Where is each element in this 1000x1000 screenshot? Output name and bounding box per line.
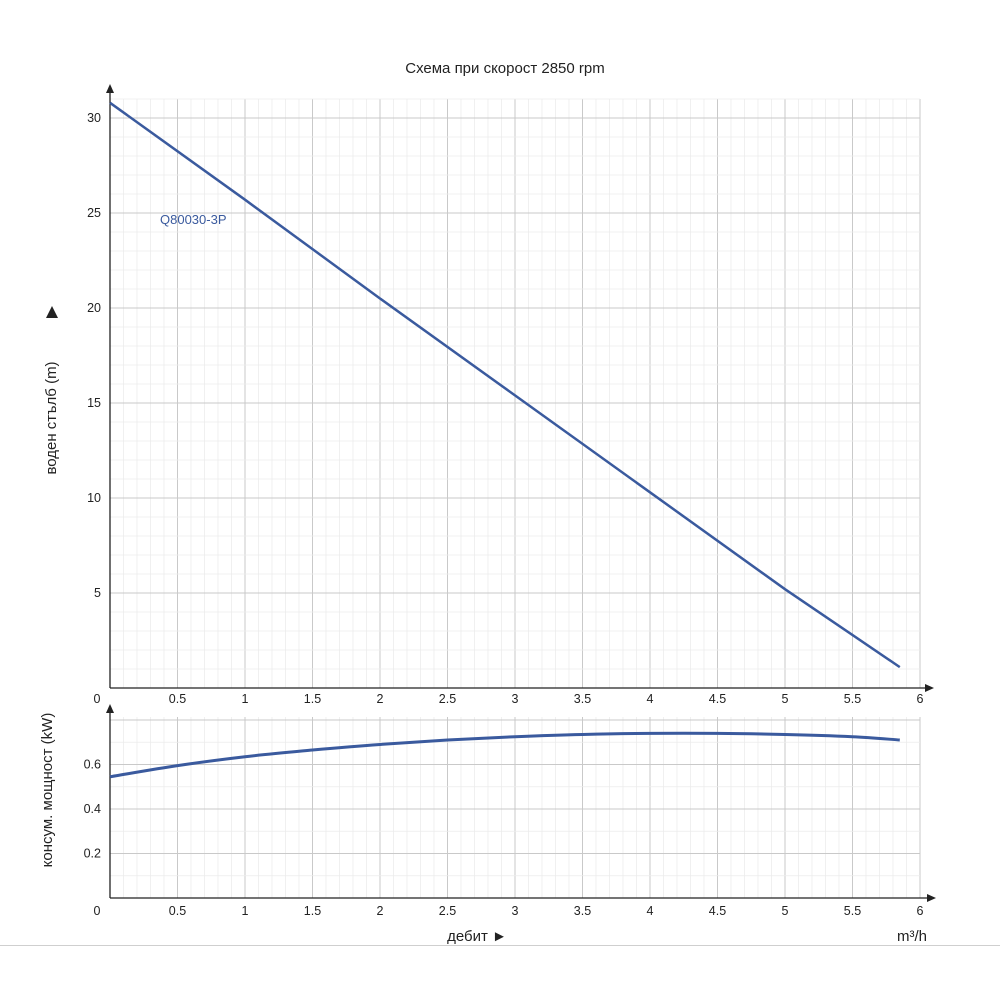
top-y-tick-label: 25 bbox=[87, 206, 101, 220]
flow-axis-label: дебит ► bbox=[447, 928, 507, 945]
bottom-y-tick-label: 0.6 bbox=[84, 758, 101, 772]
bottom-x-tick-label: 4.5 bbox=[709, 904, 726, 918]
bottom-x-tick-label: 1.5 bbox=[304, 904, 321, 918]
top-x-tick-label: 2 bbox=[377, 692, 384, 706]
bottom-y-tick-label: 0.2 bbox=[84, 847, 101, 861]
top-x-tick-label: 1.5 bbox=[304, 692, 321, 706]
top-x-tick-label: 4.5 bbox=[709, 692, 726, 706]
bottom-y-arrow-icon bbox=[106, 704, 114, 713]
top-x-tick-label: 0 bbox=[94, 692, 101, 706]
bottom-x-tick-label: 3 bbox=[512, 904, 519, 918]
bottom-x-tick-label: 4 bbox=[647, 904, 654, 918]
bottom-x-tick-label: 2 bbox=[377, 904, 384, 918]
bottom-x-tick-label: 5.5 bbox=[844, 904, 861, 918]
top-y-tick-label: 15 bbox=[87, 396, 101, 410]
top-y-tick-label: 10 bbox=[87, 491, 101, 505]
power-consumption-curve bbox=[109, 731, 900, 779]
bottom-y-tick-label: 0.4 bbox=[84, 802, 101, 816]
bottom-x-tick-label: 1 bbox=[242, 904, 249, 918]
top-x-tick-label: 0.5 bbox=[169, 692, 186, 706]
top-x-tick-label: 5 bbox=[782, 692, 789, 706]
top-x-tick-label: 6 bbox=[917, 692, 924, 706]
top-x-arrow-icon bbox=[925, 684, 934, 692]
bottom-chart-grid bbox=[109, 717, 921, 899]
head-curve-q80030-3p bbox=[109, 101, 901, 669]
bottom-x-arrow-icon bbox=[927, 894, 936, 902]
top-chart-grid bbox=[109, 98, 921, 689]
bottom-x-tick-label: 6 bbox=[917, 904, 924, 918]
bottom-x-tick-label: 2.5 bbox=[439, 904, 456, 918]
bottom-x-tick-label: 5 bbox=[782, 904, 789, 918]
axes bbox=[106, 84, 936, 902]
top-chart-ticks: 0 0.5 1 1.5 2 2.5 3 3.5 4 4.5 5 5.5 6 5 10 15 20 25 30 bbox=[87, 111, 923, 706]
series-label-q80030-3p: Q80030-3P bbox=[160, 212, 227, 227]
top-y-arrow-icon bbox=[106, 84, 114, 93]
top-y-tick-label: 30 bbox=[87, 111, 101, 125]
top-x-tick-label: 3 bbox=[512, 692, 519, 706]
top-x-tick-label: 2.5 bbox=[439, 692, 456, 706]
bottom-divider bbox=[0, 945, 1000, 946]
top-x-tick-label: 5.5 bbox=[844, 692, 861, 706]
top-y-tick-label: 5 bbox=[94, 586, 101, 600]
top-y-tick-label: 20 bbox=[87, 301, 101, 315]
power-axis-label: консум. мощност (kW) bbox=[39, 713, 56, 868]
chart-title: Схема при скорост 2850 rpm bbox=[405, 60, 605, 77]
bottom-x-tick-label: 3.5 bbox=[574, 904, 591, 918]
top-x-tick-label: 4 bbox=[647, 692, 654, 706]
head-axis-label: воден стълб (m) bbox=[43, 361, 60, 474]
head-axis-arrow-icon bbox=[46, 306, 58, 318]
top-x-tick-label: 3.5 bbox=[574, 692, 591, 706]
top-x-tick-label: 1 bbox=[242, 692, 249, 706]
bottom-x-tick-label: 0 bbox=[94, 904, 101, 918]
bottom-x-tick-label: 0.5 bbox=[169, 904, 186, 918]
bottom-chart-ticks: 0 0.5 1 1.5 2 2.5 3 3.5 4 4.5 5 5.5 6 0.2 0.4 0.6 bbox=[84, 758, 924, 919]
flow-unit-label: m³/h bbox=[897, 928, 927, 945]
